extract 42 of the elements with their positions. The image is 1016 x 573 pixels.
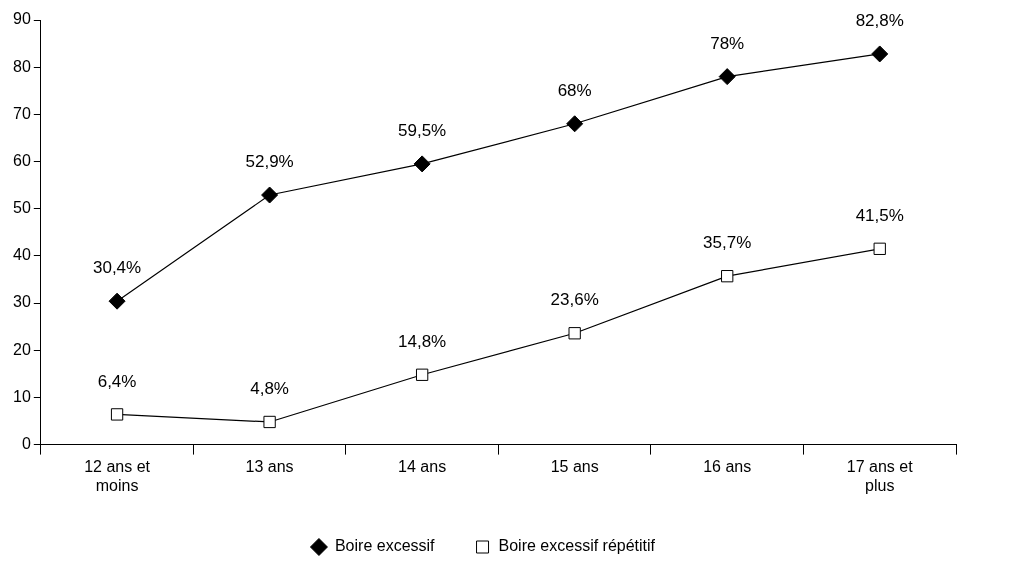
data-label: 78% (710, 33, 745, 53)
y-tick-label: 80 (13, 57, 31, 75)
data-label: 41,5% (855, 206, 904, 225)
y-tick-label: 60 (13, 151, 31, 169)
x-tick-label: 13 ans (245, 457, 294, 475)
x-tick-label: 17 ans et plus (846, 457, 914, 494)
data-label: 30,4% (92, 258, 142, 278)
point (413, 155, 431, 173)
point (721, 270, 734, 283)
data-label: 68% (557, 80, 592, 100)
point (871, 45, 889, 63)
data-label: 59,5% (398, 121, 447, 141)
point (566, 115, 584, 133)
x-tick-label: 12 ans et moins (84, 457, 151, 494)
point (108, 292, 126, 310)
y-tick-label: 10 (13, 387, 31, 405)
point (718, 68, 736, 86)
x-tick-label: 14 ans (398, 457, 447, 475)
data-label: 82,8% (855, 11, 904, 31)
y-tick-label: 50 (13, 199, 31, 217)
data-label: 23,6% (550, 290, 599, 310)
y-tick-label: 20 (13, 340, 31, 358)
x-tick-label: 15 ans (550, 457, 599, 475)
point (261, 186, 279, 204)
point (873, 242, 886, 255)
point (263, 415, 276, 429)
legend-label: Boire excessif répétitif (498, 537, 656, 555)
y-tick-label: 70 (13, 104, 31, 122)
y-tick-label: 30 (13, 293, 31, 311)
y-tick-label: 90 (13, 10, 31, 28)
legend-label: Boire excessif (334, 537, 436, 555)
data-label: 52,9% (245, 152, 294, 172)
x-tick-label: 16 ans (703, 457, 752, 475)
point (568, 327, 581, 340)
data-label: 14,8% (398, 331, 447, 351)
data-label: 6,4% (97, 371, 137, 391)
point (110, 408, 124, 421)
data-label: 35,7% (703, 233, 752, 253)
data-label: 4,8% (250, 379, 289, 399)
y-tick-label: 0 (21, 435, 31, 453)
y-tick-label: 40 (13, 246, 31, 264)
point (415, 368, 429, 381)
